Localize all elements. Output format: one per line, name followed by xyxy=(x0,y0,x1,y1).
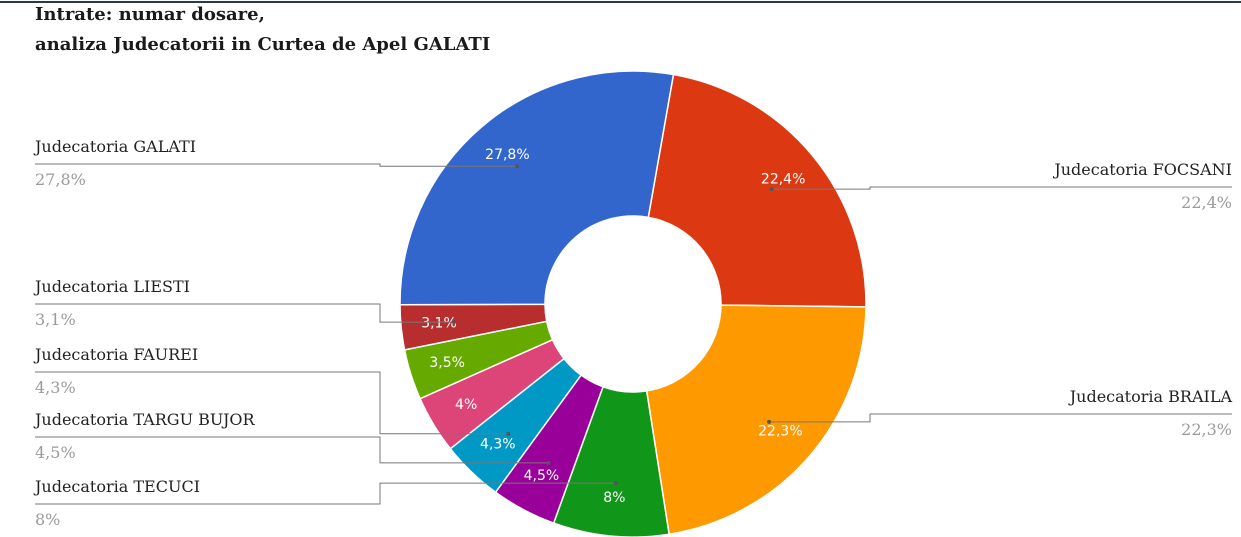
leader-dot xyxy=(767,419,772,424)
slice xyxy=(647,73,867,308)
chart-title: Intrate: numar dosare, xyxy=(35,4,265,25)
leader-line xyxy=(771,186,1232,190)
callout-value: 8% xyxy=(35,510,60,529)
leader-line xyxy=(35,371,509,435)
chart-title: analiza Judecatorii in Curtea de Apel GA… xyxy=(35,34,490,55)
slice xyxy=(645,304,867,536)
callout-name: Judecatoria LIESTI xyxy=(33,277,190,296)
leader-dot xyxy=(506,431,511,436)
leader-line xyxy=(35,436,549,464)
leader-line xyxy=(35,482,616,505)
callout-value: 22,3% xyxy=(1181,420,1232,439)
slice-label: 22,4% xyxy=(761,172,805,188)
leader-line xyxy=(35,303,454,323)
slice-label: 27,8% xyxy=(485,147,529,163)
callout-value: 4,3% xyxy=(35,378,76,397)
leader-dot xyxy=(769,187,774,192)
slice-label: 8% xyxy=(603,490,625,506)
slice-label: 3,1% xyxy=(421,316,457,332)
leader-dot xyxy=(546,460,551,465)
slice-label: 4% xyxy=(455,397,477,413)
callout-name: Judecatoria BRAILA xyxy=(1068,387,1233,406)
callout-value: 4,5% xyxy=(35,443,76,462)
leader-dot xyxy=(451,320,456,325)
leader-dot xyxy=(613,481,618,486)
slice-label: 22,3% xyxy=(758,424,802,440)
callout-name: Judecatoria FOCSANI xyxy=(1052,160,1232,179)
callout-name: Judecatoria TECUCI xyxy=(33,477,200,496)
slice-label: 3,5% xyxy=(429,355,465,371)
callout-value: 3,1% xyxy=(35,310,76,329)
slice-label: 4,5% xyxy=(524,468,560,484)
callout-value: 22,4% xyxy=(1181,193,1232,212)
callout-name: Judecatoria TARGU BUJOR xyxy=(33,410,255,429)
leader-line xyxy=(769,413,1232,423)
slice xyxy=(399,70,675,306)
slice-label: 4,3% xyxy=(480,437,516,453)
leader-line xyxy=(35,163,518,167)
callout-name: Judecatoria FAUREI xyxy=(33,345,198,364)
leader-dot xyxy=(515,164,520,169)
callout-name: Judecatoria GALATI xyxy=(33,137,196,156)
callout-value: 27,8% xyxy=(35,170,86,189)
